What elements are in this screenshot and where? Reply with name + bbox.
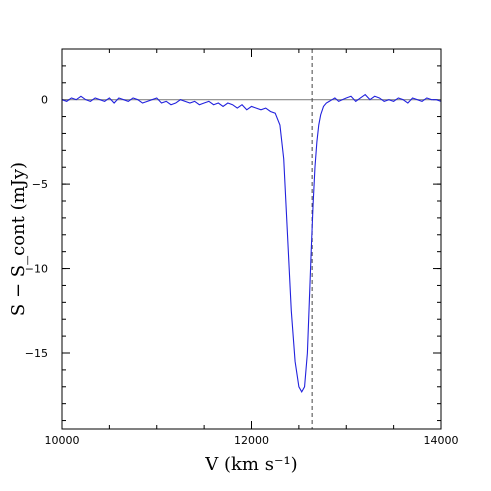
tick-labels: 10000 12000 14000 0 −5 −10 −15 <box>25 94 459 447</box>
plot-frame <box>61 48 442 430</box>
x-tick-label: 12000 <box>234 434 269 447</box>
y-tick-label: −10 <box>25 263 48 276</box>
y-tick-label: −5 <box>32 178 48 191</box>
y-tick-label: −15 <box>25 347 48 360</box>
x-tick-label: 14000 <box>424 434 459 447</box>
y-tick-label: 0 <box>41 94 48 107</box>
x-axis-label: V (km s⁻¹) <box>204 454 297 475</box>
y-axis-label: S − S_cont (mJy) <box>8 162 29 316</box>
spectrum-line <box>61 93 442 393</box>
x-tick-label: 10000 <box>45 434 80 447</box>
